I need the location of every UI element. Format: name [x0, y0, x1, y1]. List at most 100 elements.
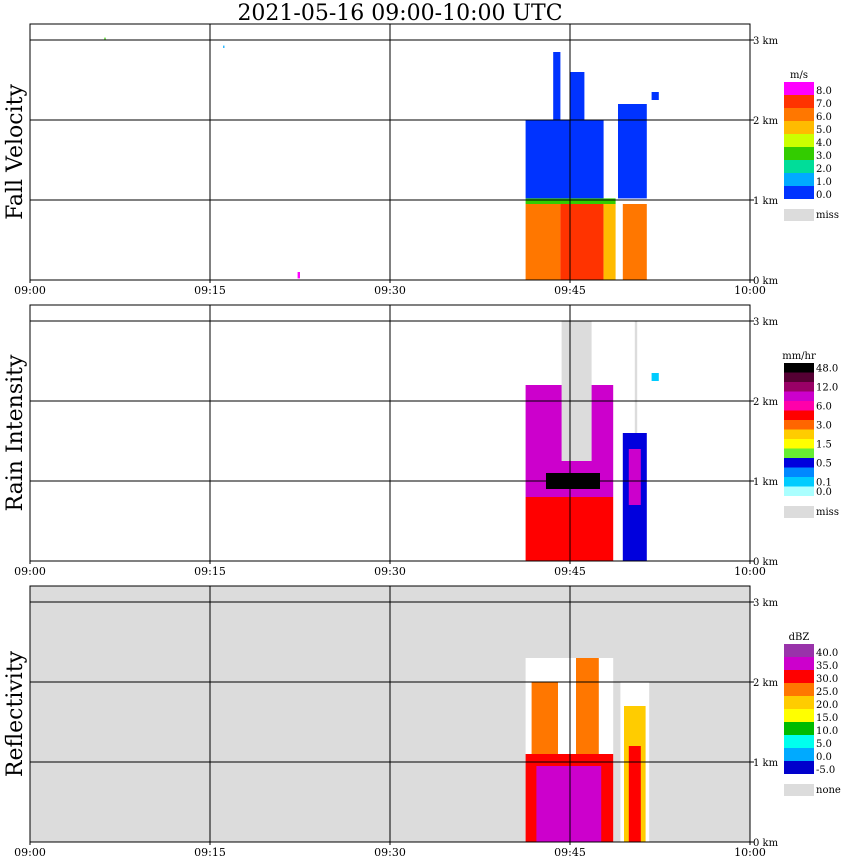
legend-label: 20.0	[816, 700, 838, 711]
legend-swatch	[784, 108, 814, 121]
legend-swatch	[784, 160, 814, 173]
legend-label: 0.0	[816, 752, 832, 763]
legend-label: 1.5	[816, 440, 832, 451]
legend-label: 0.0	[816, 487, 832, 498]
x-tick-label: 09:45	[554, 565, 586, 578]
data-cell	[651, 373, 659, 381]
x-tick-label: 09:00	[14, 846, 46, 859]
x-tick-label: 09:30	[374, 284, 406, 297]
legend-swatch	[784, 420, 814, 430]
legend-swatch	[784, 448, 814, 458]
legend-label: 5.0	[816, 125, 832, 136]
legend-swatch	[784, 382, 814, 392]
data-cell	[561, 321, 592, 461]
x-tick-label: 09:00	[14, 284, 46, 297]
y-axis-title: Rain Intensity	[3, 354, 28, 511]
legend-swatch	[784, 467, 814, 477]
data-cell	[570, 72, 585, 120]
data-cell	[525, 120, 604, 199]
legend-label: 0.5	[816, 459, 832, 470]
legend-label: 0.1	[816, 478, 832, 489]
legend-label: 6.0	[816, 402, 832, 413]
legend-swatch	[784, 748, 814, 761]
legend-swatch	[784, 458, 814, 468]
legend-label: 7.0	[816, 99, 832, 110]
y-tick-label: 3 km	[753, 317, 779, 328]
y-axis-title: Fall Velocity	[3, 84, 28, 220]
legend-swatch	[784, 722, 814, 735]
data-cell	[531, 682, 558, 754]
legend-swatch	[784, 401, 814, 411]
legend-swatch	[784, 372, 814, 382]
legend-label: 0.0	[816, 190, 832, 201]
x-tick-label: 09:00	[14, 565, 46, 578]
legend-swatch	[784, 82, 814, 95]
legend-swatch	[784, 477, 814, 487]
legend-swatch	[784, 644, 814, 657]
data-cell	[603, 204, 616, 280]
y-tick-label: 1 km	[753, 758, 779, 769]
legend-missing-label: none	[816, 785, 841, 796]
y-tick-label: 0 km	[753, 276, 779, 287]
data-cell	[525, 497, 614, 561]
legend-label: 48.0	[816, 364, 838, 375]
x-tick-label: 10:00	[734, 846, 766, 859]
legend-swatch	[784, 735, 814, 748]
y-tick-label: 3 km	[753, 36, 779, 47]
y-tick-label: 1 km	[753, 477, 779, 488]
legend-missing-swatch	[784, 506, 814, 518]
data-cell	[576, 658, 599, 754]
legend-label: 6.0	[816, 112, 832, 123]
legend-swatch	[784, 410, 814, 420]
data-cell	[223, 45, 225, 48]
data-cell	[525, 198, 616, 204]
data-cell	[622, 204, 647, 280]
legend-missing-label: miss	[816, 507, 839, 518]
legend-label: 10.0	[816, 726, 838, 737]
x-tick-label: 09:30	[374, 846, 406, 859]
legend-label: 25.0	[816, 687, 838, 698]
legend-swatch	[784, 439, 814, 449]
x-tick-label: 09:15	[194, 565, 226, 578]
legend-unit: mm/hr	[782, 351, 816, 362]
y-tick-label: 0 km	[753, 557, 779, 568]
y-tick-label: 2 km	[753, 116, 779, 127]
legend-swatch	[784, 657, 814, 670]
data-cell	[297, 272, 300, 279]
legend-swatch	[784, 486, 814, 496]
x-tick-label: 09:45	[554, 846, 586, 859]
data-cell	[536, 766, 602, 842]
legend-missing-label: miss	[816, 210, 839, 221]
legend-label: 2.0	[816, 164, 832, 175]
data-cell	[525, 204, 561, 280]
x-tick-label: 09:30	[374, 565, 406, 578]
legend-label: 15.0	[816, 713, 838, 724]
legend-label: 3.0	[816, 421, 832, 432]
legend-swatch	[784, 670, 814, 683]
legend-swatch	[784, 761, 814, 774]
legend-missing-swatch	[784, 784, 814, 796]
y-axis-title: Reflectivity	[3, 650, 28, 777]
y-tick-label: 3 km	[753, 598, 779, 609]
x-tick-label: 09:15	[194, 284, 226, 297]
legend-label: 35.0	[816, 661, 838, 672]
legend-swatch	[784, 709, 814, 722]
data-cell	[628, 746, 641, 842]
legend-label: 3.0	[816, 151, 832, 162]
x-tick-label: 10:00	[734, 565, 766, 578]
legend-label: 12.0	[816, 383, 838, 394]
legend-unit: m/s	[790, 70, 808, 81]
x-tick-label: 09:15	[194, 846, 226, 859]
data-cell	[104, 37, 106, 40]
data-cell	[525, 385, 562, 461]
legend-swatch	[784, 121, 814, 134]
y-tick-label: 2 km	[753, 678, 779, 689]
legend-swatch	[784, 186, 814, 199]
data-cell	[628, 449, 641, 505]
legend-swatch	[784, 147, 814, 160]
y-tick-label: 2 km	[753, 397, 779, 408]
legend-swatch	[784, 429, 814, 439]
x-tick-label: 09:45	[554, 284, 586, 297]
legend-swatch	[784, 696, 814, 709]
